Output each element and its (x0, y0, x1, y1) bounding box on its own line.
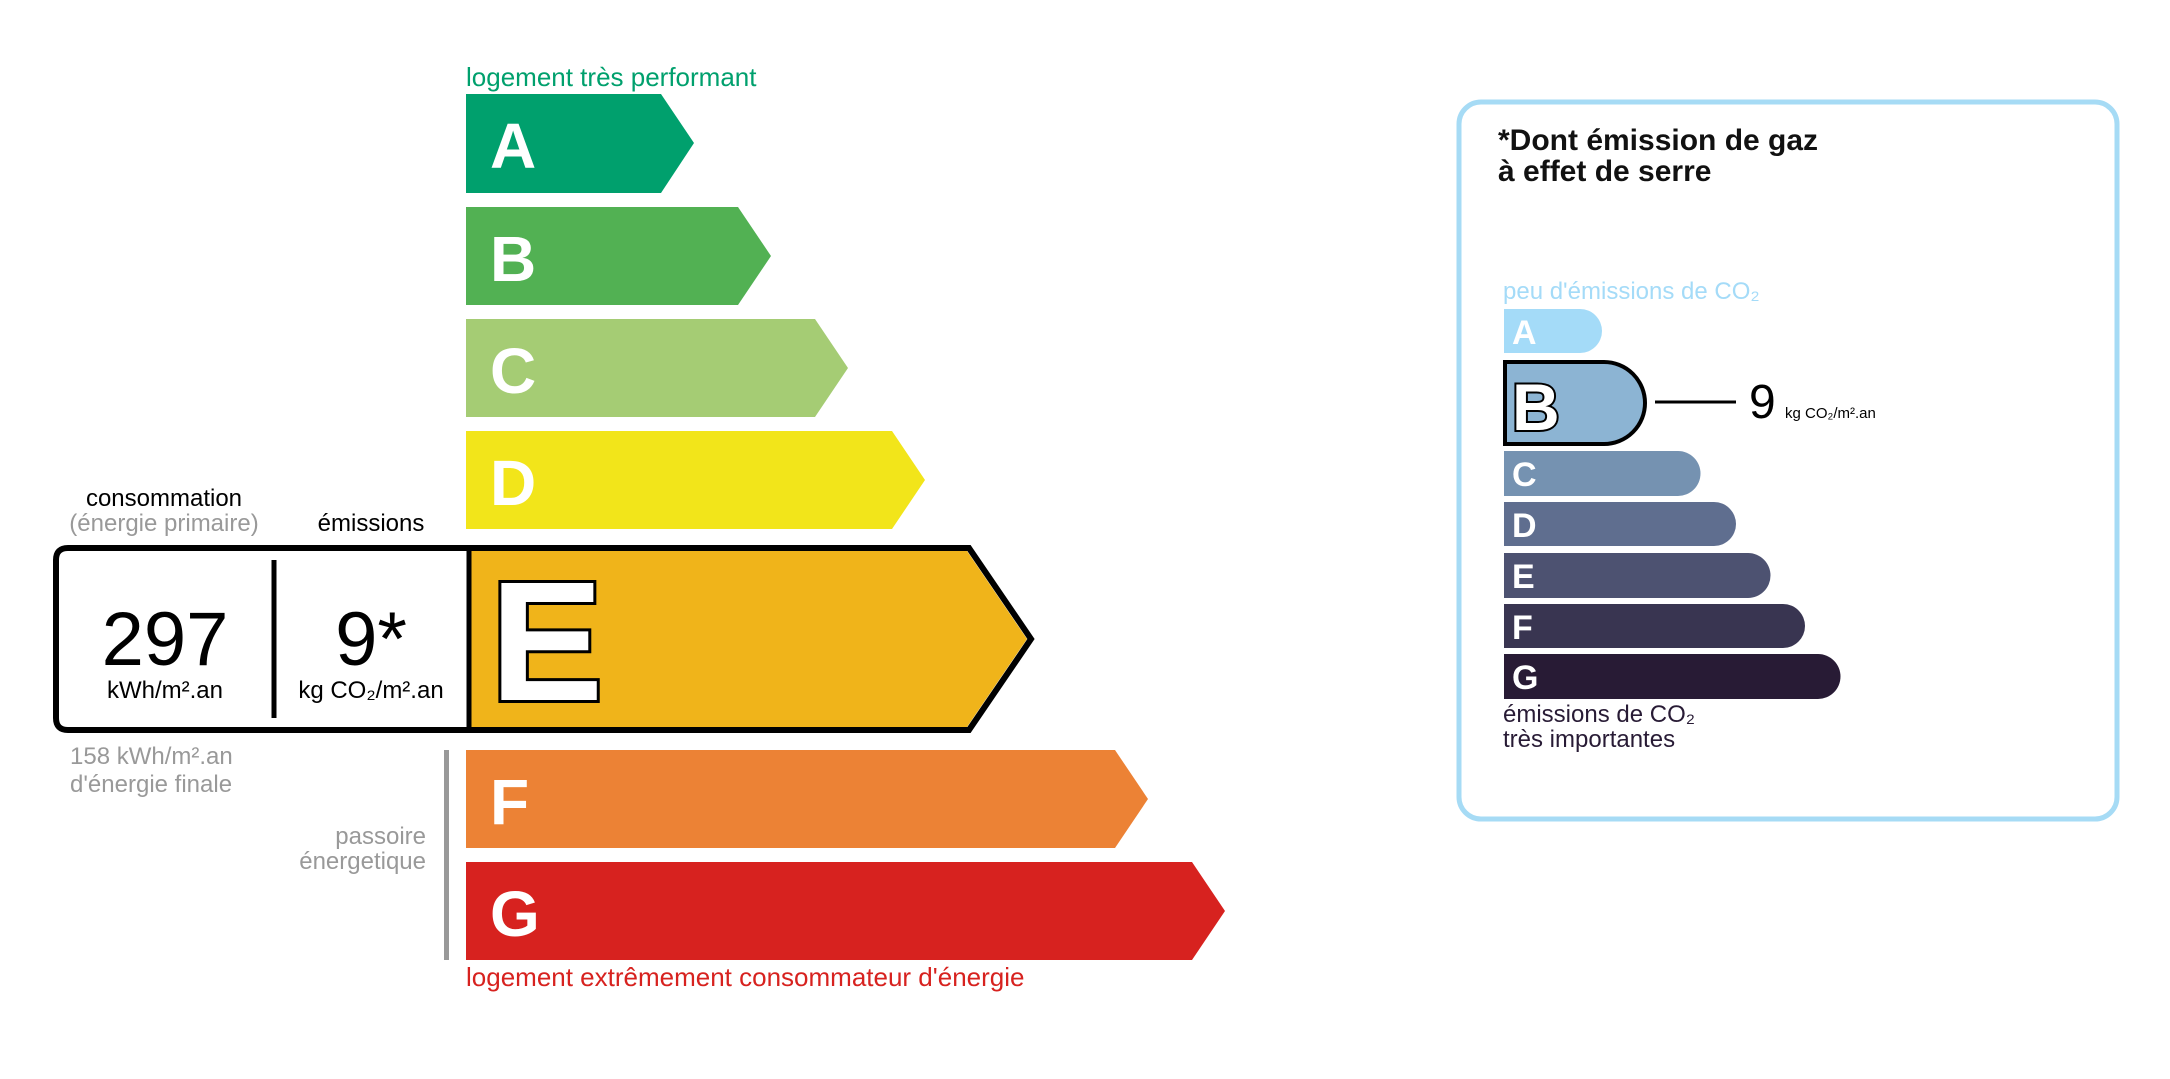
ges-class-a: A (1504, 309, 1602, 353)
ges-current-class-b: B 9 kg CO₂/m².an (1503, 360, 1876, 446)
ges-value: 9 (1749, 376, 1776, 429)
ges-top-label: peu d'émissions de CO₂ (1503, 278, 1760, 305)
emissions-value: 9* (335, 597, 407, 682)
ges-bottom-label-1: émissions de CO₂ (1503, 701, 1695, 728)
ges-letter: E (1512, 558, 1535, 596)
ges-class-d: D (1504, 502, 1736, 546)
consumption-value: 297 (102, 597, 229, 682)
ges-class-f: F (1504, 604, 1805, 648)
emissions-label: émissions (318, 510, 425, 537)
ges-letter: F (1512, 609, 1533, 647)
dpe-class-b: B (466, 207, 771, 305)
dpe-top-label: logement très performant (466, 62, 757, 92)
emissions-unit: kg CO₂/m².an (298, 677, 443, 704)
consumption-unit: kWh/m².an (107, 677, 223, 704)
passoire-label-2: énergetique (299, 848, 426, 875)
dpe-class-d: D (466, 431, 925, 529)
dpe-letter: E (490, 547, 603, 737)
dpe-letter: A (490, 110, 536, 182)
dpe-current-class-e: E (53, 544, 1035, 740)
dpe-letter: B (490, 223, 536, 295)
dpe-letter: C (490, 335, 536, 407)
dpe-letter: F (490, 766, 529, 838)
ges-letter: A (1512, 314, 1537, 352)
ges-letter: G (1512, 659, 1538, 697)
dpe-class-c: C (466, 319, 848, 417)
ges-unit: kg CO₂/m².an (1785, 405, 1876, 422)
dpe-letter: G (490, 878, 540, 950)
dpe-bottom-label: logement extrêmement consommateur d'éner… (466, 962, 1024, 992)
final-energy-label: d'énergie finale (70, 771, 232, 798)
consumption-label: consommation (86, 485, 242, 512)
ges-title-1: *Dont émission de gaz (1498, 124, 1818, 157)
dpe-class-f: F (466, 750, 1148, 848)
dpe-letter: D (490, 447, 536, 519)
ges-letter: D (1512, 507, 1537, 545)
dpe-class-a: A (466, 94, 694, 193)
ges-letter: B (1512, 370, 1560, 444)
consumption-sublabel: (énergie primaire) (69, 510, 258, 537)
passoire-bracket (444, 750, 449, 960)
ges-class-c: C (1504, 451, 1701, 496)
ges-title-2: à effet de serre (1498, 155, 1711, 188)
ges-class-g: G (1504, 654, 1841, 699)
final-energy-value: 158 kWh/m².an (70, 743, 233, 770)
dpe-class-g: G (466, 862, 1225, 960)
ges-class-e: E (1504, 553, 1771, 598)
ges-bottom-label-2: très importantes (1503, 726, 1675, 753)
ges-letter: C (1512, 456, 1537, 494)
passoire-label-1: passoire (335, 823, 426, 850)
